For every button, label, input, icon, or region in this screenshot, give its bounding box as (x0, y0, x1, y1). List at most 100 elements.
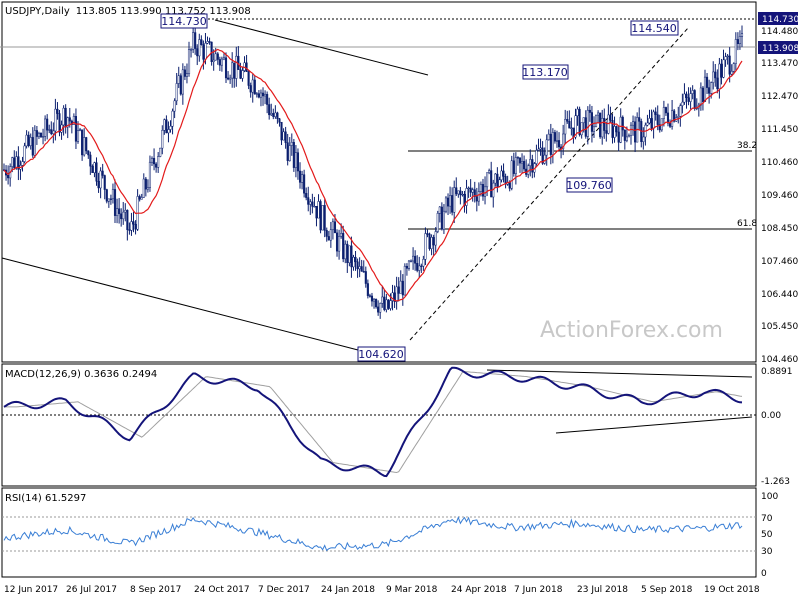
rsi-frame (1, 487, 757, 578)
price-bar-body (687, 97, 690, 102)
price-bar-body (122, 211, 125, 220)
price-bar-body (113, 189, 117, 216)
price-bar-body (498, 179, 501, 187)
price-bar-body (549, 133, 552, 155)
price-bar-body (681, 101, 684, 106)
price-bar-body (198, 39, 201, 57)
price-bar-body (33, 130, 36, 156)
price-bar-body (91, 165, 94, 173)
chart-symbol: USDJPY (5, 6, 42, 17)
price-bar-body (654, 111, 657, 115)
price-bar-body (31, 137, 34, 156)
price-bar-body (340, 233, 343, 237)
price-bar-body (693, 90, 696, 109)
price-bar-body (111, 189, 115, 200)
price-bar-body (372, 298, 376, 302)
macd-tick-1: 0.00 (761, 411, 781, 421)
price-bar-body (405, 265, 408, 269)
price-bar-body (399, 280, 402, 294)
price-bar-body (535, 150, 538, 164)
price-bar-body (631, 121, 635, 126)
price-bar-body (241, 70, 244, 79)
x-tick-0: 12 Jun 2017 (4, 585, 58, 595)
price-bar-body (664, 107, 667, 114)
price-bar-body (424, 233, 427, 260)
fib-61-label: 61.8 (737, 219, 757, 229)
price-tick-9: 105.450 (761, 322, 798, 332)
price-bar-body (333, 221, 337, 234)
price-bar-body (679, 105, 682, 117)
price-bar-body (716, 77, 719, 89)
price-bar-body (383, 296, 386, 310)
price-bar-body (360, 266, 363, 272)
price-bar-body (196, 48, 199, 57)
price-bar-body (227, 77, 230, 80)
price-tick-10: 104.460 (761, 355, 798, 365)
price-bar-body (611, 120, 614, 138)
price-bar-body (224, 57, 228, 79)
price-bar-body (307, 197, 310, 205)
price-bar-body (395, 286, 398, 302)
price-bar-body (494, 173, 497, 184)
annotation-swing-high: 113.170 (522, 64, 569, 80)
price-bar-body (48, 129, 51, 131)
price-bar-body (155, 163, 158, 168)
price-bar-body (370, 295, 374, 302)
current-price-text: 113.908 (762, 44, 799, 54)
price-bar-body (623, 129, 626, 141)
price-bar-body (724, 56, 727, 61)
annotation-high-2-text: 114.540 (631, 22, 677, 35)
macd-frame (1, 363, 757, 487)
price-bar-body (677, 116, 680, 118)
price-bar-body (132, 221, 135, 225)
x-tick-7: 24 Apr 2018 (451, 585, 507, 595)
annotation-low-text: 104.620 (358, 348, 404, 361)
channel-lower-line (1, 257, 359, 351)
price-bar-body (266, 94, 269, 105)
price-bar-body (461, 193, 464, 196)
price-bar-body (420, 265, 423, 267)
price-bar-body (169, 125, 172, 130)
current-price-box (758, 41, 798, 54)
price-tick-0: 114.480 (761, 27, 798, 37)
price-bar-body (449, 195, 452, 207)
price-bar-body (451, 195, 454, 213)
price-bar-body (58, 113, 61, 133)
price-bar-body (354, 256, 357, 263)
price-bar-body (153, 158, 156, 165)
price-bar-body (274, 112, 277, 117)
price-bar-body (144, 178, 147, 190)
price-bar-body (613, 126, 616, 138)
price-bar-body (541, 147, 544, 164)
price-bar-body (181, 69, 184, 95)
price-bar-body (245, 62, 248, 72)
price-bar-body (21, 161, 24, 166)
price-bar-body (202, 44, 205, 60)
price-bar-body (502, 170, 505, 177)
price-bar-body (728, 55, 731, 75)
x-tick-5: 24 Jan 2018 (321, 585, 375, 595)
price-bar-body (25, 134, 28, 147)
price-bar-body (194, 32, 197, 49)
macd-panel: MACD(12,26,9) 0.3636 0.2494 0.8891 0.00 … (1, 363, 793, 487)
x-tick-4: 7 Dec 2017 (258, 585, 310, 595)
price-bar-body (576, 108, 579, 117)
chart-timeframe: Daily (44, 6, 69, 17)
price-bar-body (146, 187, 149, 190)
price-bar-body (214, 53, 217, 61)
macd-main-line (3, 366, 743, 478)
price-bar-body (599, 112, 602, 138)
price-bar-body (89, 154, 92, 167)
price-bar-body (13, 157, 16, 169)
price-bar-body (282, 131, 285, 141)
price-bar-body (321, 205, 324, 231)
price-bar-body (436, 213, 439, 232)
price-bar-body (200, 39, 203, 45)
price-bar-body (272, 113, 275, 117)
price-bar-body (39, 132, 43, 138)
price-bar-body (66, 117, 69, 128)
price-bar-body (588, 109, 591, 113)
price-bar-body (231, 62, 234, 79)
price-bar-body (251, 79, 254, 93)
price-bar-body (375, 298, 378, 308)
